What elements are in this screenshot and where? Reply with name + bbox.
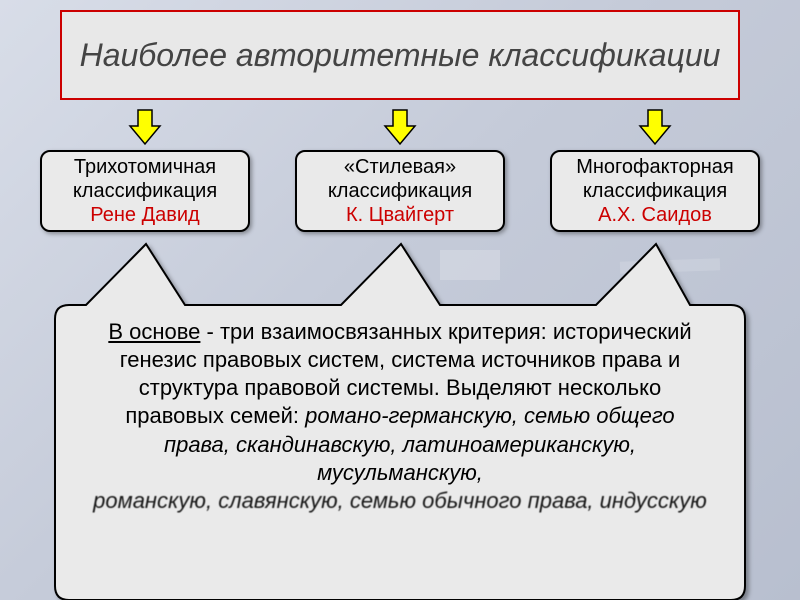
category-line: Многофакторная bbox=[556, 155, 754, 179]
category-author: А.Х. Саидов bbox=[556, 203, 754, 227]
category-author: Рене Давид bbox=[46, 203, 244, 227]
category-box-1: Трихотомичная классификация Рене Давид bbox=[40, 150, 250, 232]
desc-lead: В основе bbox=[108, 319, 200, 344]
category-box-2: «Стилевая» классификация К. Цвайгерт bbox=[295, 150, 505, 232]
category-line: «Стилевая» bbox=[301, 155, 499, 179]
arrow-down-icon bbox=[638, 108, 672, 146]
category-line: классификация bbox=[46, 179, 244, 203]
category-line: классификация bbox=[301, 179, 499, 203]
category-line: Трихотомичная bbox=[46, 155, 244, 179]
slide-title: Наиболее авторитетные классификации bbox=[60, 10, 740, 100]
arrow-down-icon bbox=[128, 108, 162, 146]
category-box-3: Многофакторная классификация А.Х. Саидов bbox=[550, 150, 760, 232]
category-author: К. Цвайгерт bbox=[301, 203, 499, 227]
desc-tail: романскую, славянскую, семью обычного пр… bbox=[93, 488, 707, 513]
category-line: классификация bbox=[556, 179, 754, 203]
callout-text: В основе - три взаимосвязанных критерия:… bbox=[90, 318, 710, 515]
arrow-down-icon bbox=[383, 108, 417, 146]
